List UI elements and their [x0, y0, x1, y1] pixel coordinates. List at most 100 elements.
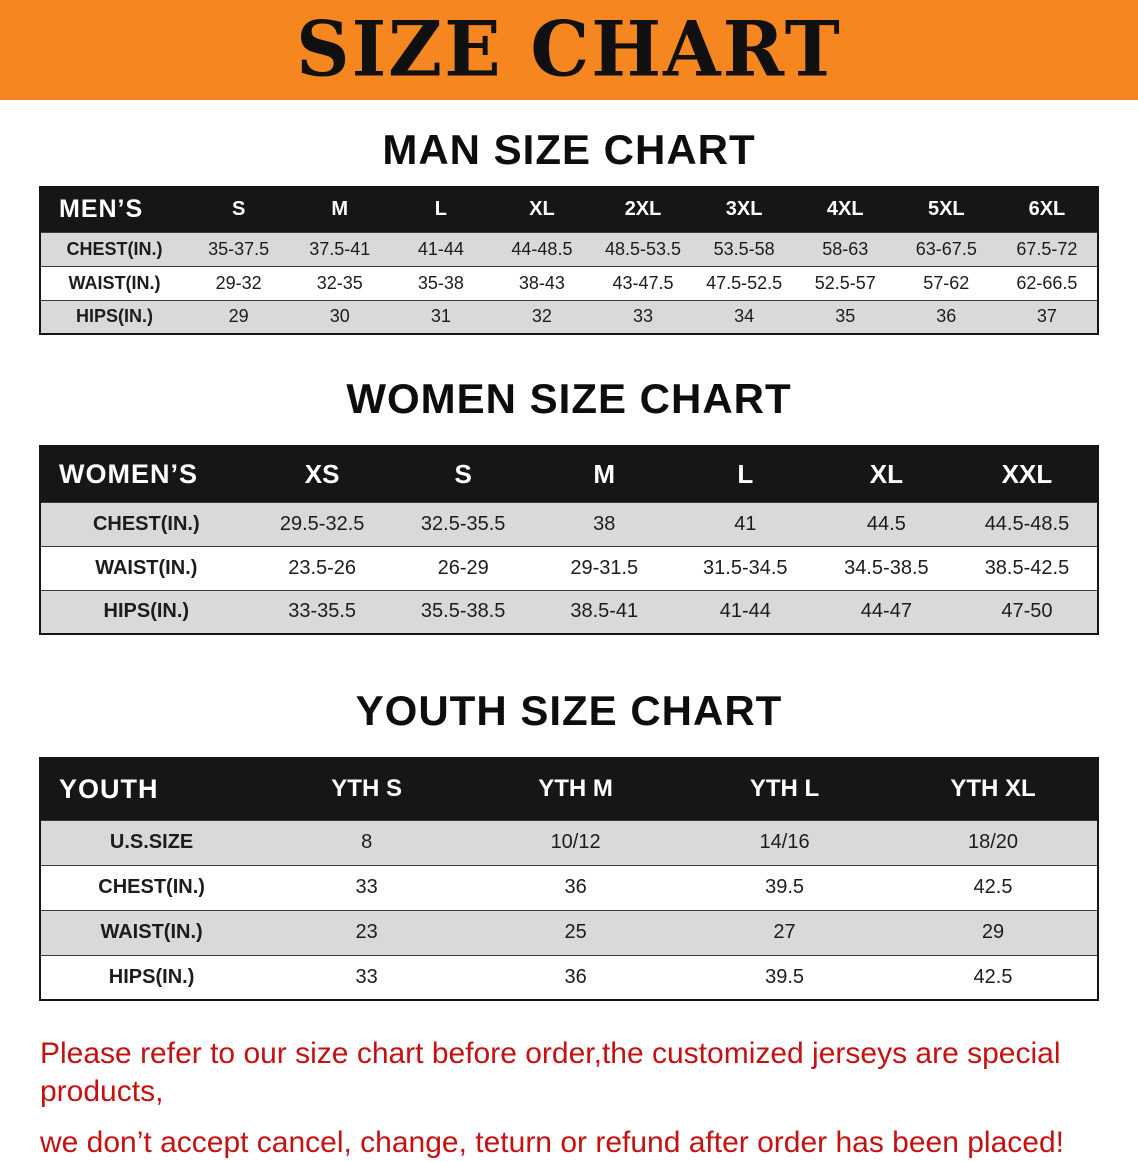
section-man-size-chart: MAN SIZE CHART MEN’S S M L XL 2XL 3XL 4XL 5XL 6XL… — [0, 126, 1138, 335]
size-value-cell: 42.5 — [973, 876, 1013, 898]
size-value-cell: 27 — [773, 921, 796, 943]
size-value-cell: 38-43 — [518, 272, 565, 293]
size-value-cell: 29-31.5 — [570, 556, 639, 579]
size-value-cell: 35-38 — [417, 272, 464, 293]
row-label: WAIST(IN.) — [100, 921, 203, 943]
man-size-chart-heading: MAN SIZE CHART — [382, 126, 756, 173]
table-corner-label: WOMEN’S — [40, 446, 252, 502]
size-value-cell: 18/20 — [967, 831, 1019, 853]
size-value-cell: 47.5-52.5 — [706, 272, 783, 293]
size-value-cell: 38 — [593, 512, 616, 535]
youth-size-table: YOUTH YTH S YTH M YTH L YTH XL U.S.SIZE 8 10/12… — [39, 757, 1099, 1001]
size-value-cell: 38.5-42.5 — [984, 556, 1070, 579]
size-value-cell: 38.5-41 — [570, 600, 639, 623]
row-label: HIPS(IN.) — [76, 306, 154, 327]
size-column-header: XS — [251, 446, 393, 502]
size-column-header: 4XL — [794, 187, 896, 232]
size-column-header: M — [289, 187, 391, 232]
size-value-cell: 29 — [228, 306, 249, 327]
banner-title: SIZE CHART — [296, 6, 842, 94]
table-corner-label: MEN’S — [40, 187, 189, 232]
size-value-cell: 32 — [531, 306, 552, 327]
size-column-header: 3XL — [693, 187, 795, 232]
size-value-cell: 8 — [361, 831, 373, 853]
table-row: U.S.SIZE 8 10/12 14/16 18/20 — [40, 820, 1098, 865]
row-label: WAIST(IN.) — [68, 272, 161, 293]
size-value-cell: 29 — [981, 921, 1005, 943]
size-value-cell: 67.5-72 — [1016, 238, 1078, 259]
size-value-cell: 31.5-34.5 — [703, 556, 788, 579]
table-row: CHEST(IN.) 33 36 39.5 42.5 — [40, 865, 1098, 910]
size-value-cell: 52.5-57 — [814, 272, 876, 293]
size-value-cell: 36 — [936, 306, 957, 327]
size-value-cell: 41-44 — [417, 238, 464, 259]
size-column-header: 2XL — [592, 187, 694, 232]
table-row: WAIST(IN.) 23.5-26 26-29 29-31.5 31.5-34.5 34… — [40, 546, 1098, 590]
size-column-header: M — [533, 446, 675, 502]
size-column-header: 6XL — [996, 187, 1098, 232]
women-size-chart-heading: WOMEN SIZE CHART — [346, 375, 792, 422]
row-label: CHEST(IN.) — [66, 238, 163, 259]
size-value-cell: 14/16 — [759, 831, 810, 853]
size-value-cell: 37.5-41 — [309, 238, 371, 259]
size-value-cell: 48.5-53.5 — [605, 238, 682, 259]
size-value-cell: 33-35.5 — [288, 600, 357, 623]
size-value-cell: 43-47.5 — [612, 272, 674, 293]
row-label: WAIST(IN.) — [95, 556, 198, 579]
size-value-cell: 47-50 — [1001, 600, 1053, 623]
size-column-header: XXL — [956, 446, 1098, 502]
size-value-cell: 34.5-38.5 — [844, 556, 929, 579]
size-value-cell: 44-48.5 — [511, 238, 573, 259]
order-policy-note: Please refer to our size chart before or… — [40, 1035, 1110, 1162]
size-value-cell: 10/12 — [550, 831, 601, 853]
table-row: HIPS(IN.) 29 30 31 32 33 34 35 36 37 — [40, 300, 1098, 334]
size-chart-content: MAN SIZE CHART MEN’S S M L XL 2XL 3XL 4XL 5XL 6XL… — [0, 126, 1138, 1162]
row-label: HIPS(IN.) — [108, 965, 195, 988]
size-column-header: S — [392, 446, 534, 502]
size-value-cell: 63-67.5 — [915, 238, 977, 259]
size-value-cell: 39.5 — [765, 965, 805, 988]
size-value-cell: 25 — [564, 921, 587, 943]
size-column-header: YTH L — [680, 758, 890, 820]
size-value-cell: 35 — [835, 306, 856, 327]
size-value-cell: 26-29 — [437, 556, 489, 579]
size-column-header: L — [390, 187, 492, 232]
row-label: U.S.SIZE — [109, 831, 194, 853]
size-value-cell: 36 — [564, 876, 587, 898]
size-value-cell: 44.5 — [866, 512, 906, 535]
size-value-cell: 35.5-38.5 — [420, 600, 506, 623]
size-value-cell: 34 — [734, 306, 755, 327]
size-value-cell: 44.5-48.5 — [984, 512, 1070, 535]
table-header-row: WOMEN’S XS S M L XL XXL — [40, 446, 1098, 502]
size-column-header: YTH M — [471, 758, 681, 820]
size-value-cell: 33 — [355, 876, 378, 898]
size-column-header: XL — [491, 187, 593, 232]
size-column-header: S — [188, 187, 290, 232]
size-value-cell: 41 — [734, 512, 757, 535]
size-value-cell: 32-35 — [316, 272, 363, 293]
size-value-cell: 35-37.5 — [208, 238, 270, 259]
size-value-cell: 33 — [633, 306, 654, 327]
size-value-cell: 41-44 — [719, 600, 771, 623]
size-value-cell: 42.5 — [973, 965, 1013, 988]
row-label: CHEST(IN.) — [98, 876, 205, 898]
table-header-row: YOUTH YTH S YTH M YTH L YTH XL — [40, 758, 1098, 820]
section-women-size-chart: WOMEN SIZE CHART WOMEN’S XS S M L XL XXL CHEST(… — [0, 375, 1138, 635]
men-size-table: MEN’S S M L XL 2XL 3XL 4XL 5XL 6XL CHEST(IN.) 35-37… — [39, 186, 1099, 335]
table-corner-label: YOUTH — [40, 758, 263, 820]
size-chart-banner: SIZE CHART — [0, 0, 1138, 100]
size-value-cell: 62-66.5 — [1016, 272, 1078, 293]
table-row: HIPS(IN.) 33-35.5 35.5-38.5 38.5-41 41-44 44-… — [40, 590, 1098, 634]
size-column-header: 5XL — [895, 187, 997, 232]
size-value-cell: 36 — [564, 965, 587, 988]
size-value-cell: 44-47 — [860, 600, 912, 623]
row-label: HIPS(IN.) — [103, 600, 190, 623]
table-row: CHEST(IN.) 29.5-32.5 32.5-35.5 38 41 44.5 44.5… — [40, 502, 1098, 546]
women-size-table: WOMEN’S XS S M L XL XXL CHEST(IN.) 29.5-32.5 32.5… — [39, 445, 1099, 635]
table-row: CHEST(IN.) 35-37.5 37.5-41 41-44 44-48.5 48.5… — [40, 232, 1098, 266]
size-column-header: L — [674, 446, 816, 502]
size-value-cell: 39.5 — [765, 876, 805, 898]
order-policy-line-2: we don’t accept cancel, change, teturn o… — [40, 1126, 1064, 1159]
size-column-header: YTH XL — [889, 758, 1098, 820]
size-value-cell: 31 — [430, 306, 451, 327]
